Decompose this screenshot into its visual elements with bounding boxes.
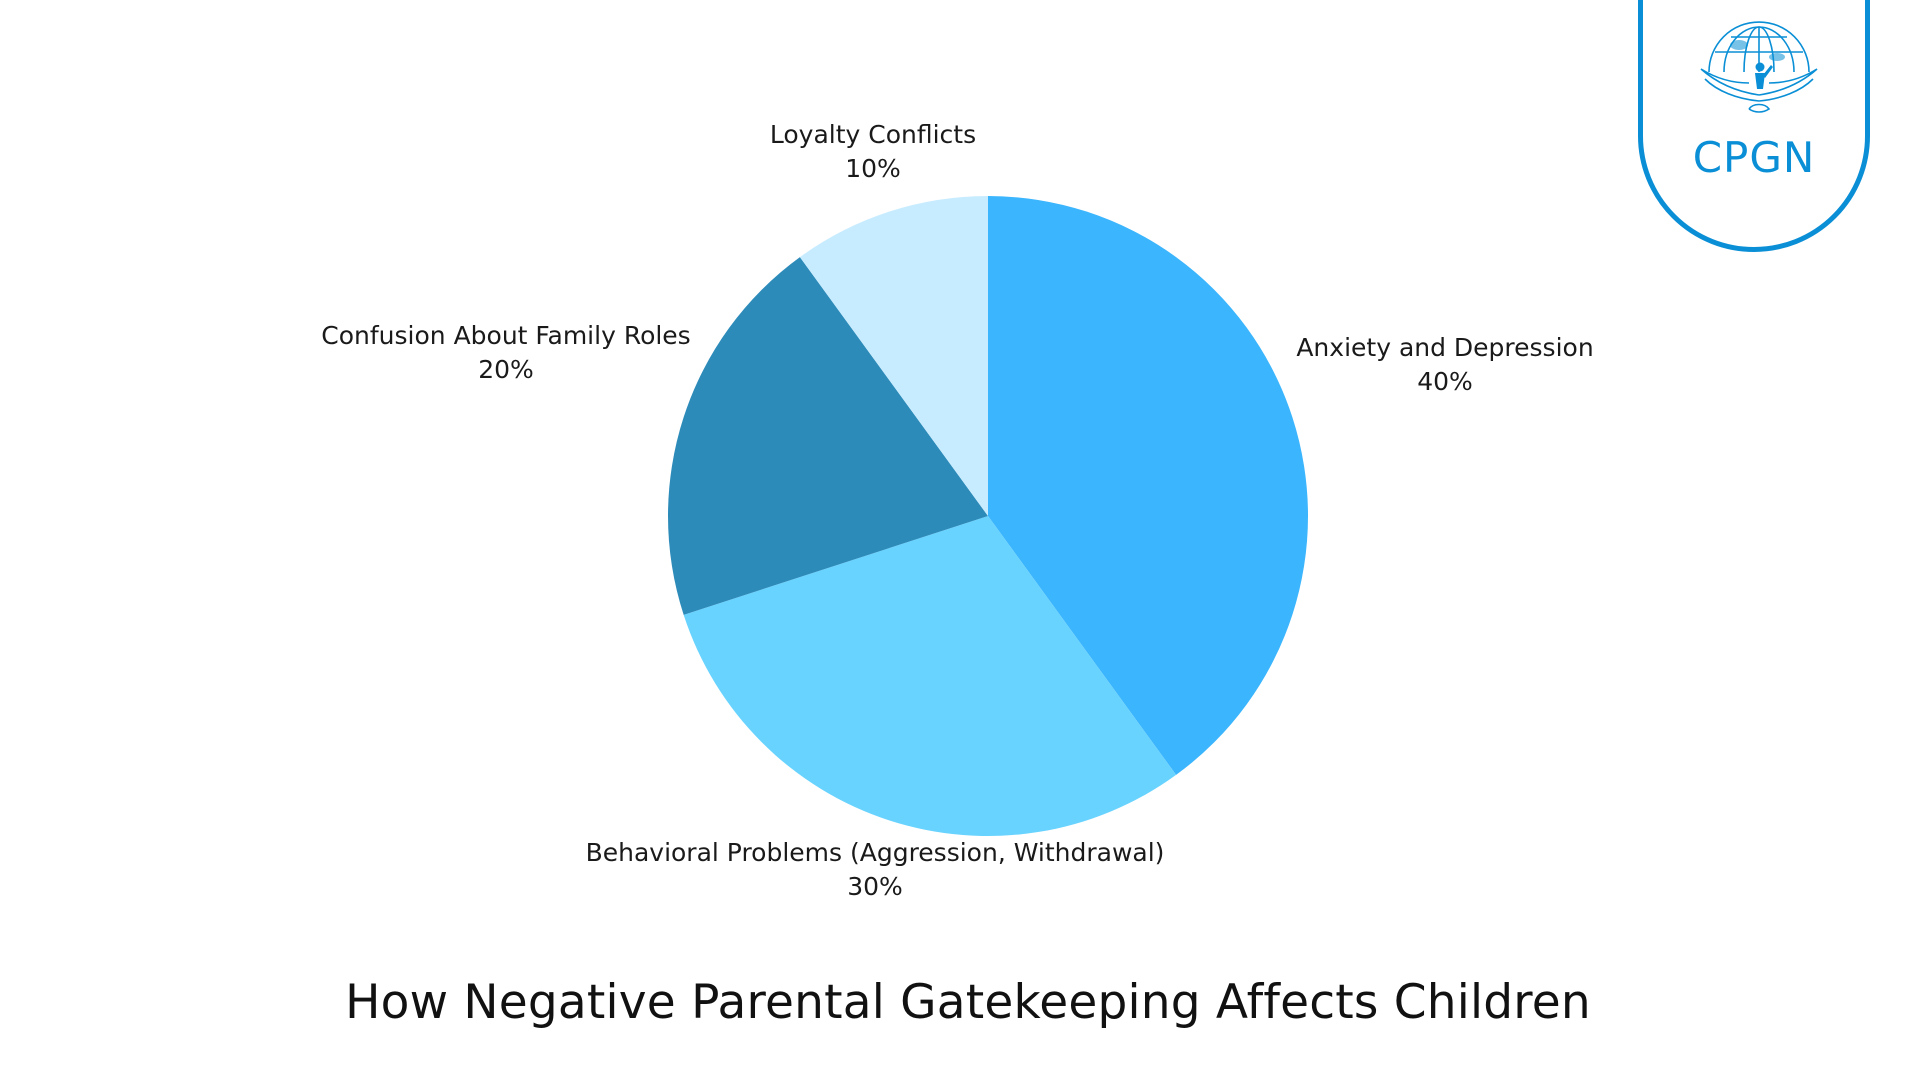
slice-value-label-3: 20% bbox=[478, 355, 534, 384]
slice-label-1: Anxiety and Depression bbox=[1296, 333, 1593, 362]
pie-slices bbox=[668, 196, 1309, 837]
pie-slice-2 bbox=[683, 516, 1177, 837]
globe-wings-child-icon bbox=[1700, 21, 1818, 113]
pie-slice-4 bbox=[799, 196, 988, 516]
slice-value-label-2: 30% bbox=[847, 872, 903, 901]
chart-title: How Negative Parental Gatekeeping Affect… bbox=[345, 975, 1591, 1030]
cpgn-logo-badge: CPGN bbox=[1638, 0, 1870, 252]
slice-value-label-1: 40% bbox=[1417, 367, 1473, 396]
slice-value-label-4: 10% bbox=[845, 154, 901, 183]
logo-text: CPGN bbox=[1692, 133, 1816, 182]
pie-slice-3 bbox=[668, 257, 988, 615]
pie-slice-1 bbox=[988, 196, 1309, 775]
slice-label-4: Loyalty Conflicts bbox=[770, 120, 976, 149]
slice-label-3: Confusion About Family Roles bbox=[321, 321, 690, 350]
slice-label-2: Behavioral Problems (Aggression, Withdra… bbox=[586, 838, 1165, 867]
slice-labels: Anxiety and Depression 40% Behavioral Prob… bbox=[321, 120, 1593, 901]
